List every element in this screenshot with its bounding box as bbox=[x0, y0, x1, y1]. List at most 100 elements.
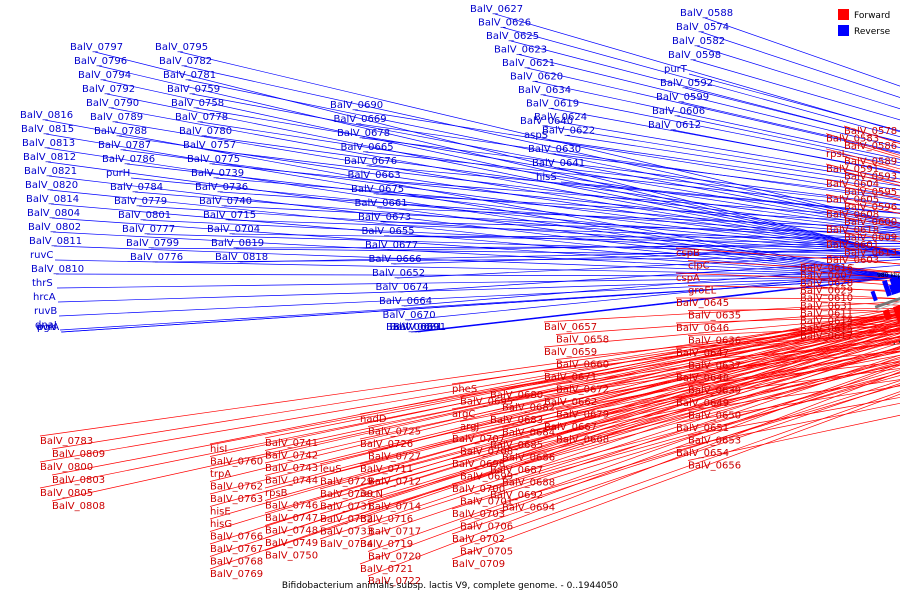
forward-gene-label[interactable]: BalV_0712 bbox=[368, 477, 421, 488]
forward-gene-label[interactable]: BalV_0586 bbox=[844, 141, 897, 152]
forward-gene-label[interactable]: BalV_0722 bbox=[368, 576, 421, 587]
reverse-gene-label[interactable]: BalV_0677 bbox=[365, 240, 418, 251]
reverse-gene-label[interactable]: BalV_0574 bbox=[676, 22, 729, 33]
forward-gene-label[interactable]: BalV_0746 bbox=[265, 501, 318, 512]
forward-gene-label[interactable]: BalV_0727 bbox=[368, 452, 421, 463]
forward-gene-label[interactable]: BalV_0766 bbox=[210, 532, 263, 543]
forward-gene-label[interactable]: BalV_0716 bbox=[360, 514, 413, 525]
reverse-gene-label[interactable]: pgk bbox=[37, 322, 56, 333]
forward-gene-label[interactable]: BalV_0654 bbox=[676, 448, 729, 459]
reverse-gene-label[interactable]: BalV_0810 bbox=[31, 264, 84, 275]
forward-gene-label[interactable]: BalV_0730 bbox=[320, 489, 373, 500]
reverse-gene-label[interactable]: hisS bbox=[536, 172, 557, 183]
reverse-gene-label[interactable]: dnaJ bbox=[35, 320, 57, 331]
forward-gene-label[interactable]: BalV_0648 bbox=[676, 373, 729, 384]
forward-gene-label[interactable]: leuS bbox=[320, 464, 342, 475]
forward-gene-label[interactable]: BalV_0809 bbox=[52, 449, 105, 460]
forward-gene-label[interactable]: BalV_0743 bbox=[265, 463, 318, 474]
forward-gene-label[interactable]: BalV_0733 bbox=[320, 527, 373, 538]
forward-gene-label[interactable]: BalV_0762 bbox=[210, 482, 263, 493]
reverse-gene-label[interactable]: BalV_0641 bbox=[532, 158, 585, 169]
forward-gene-label[interactable]: BalV_0651 bbox=[676, 423, 729, 434]
forward-gene-label[interactable]: BalV_0763 bbox=[210, 494, 263, 505]
forward-gene-label[interactable]: BalV_0719 bbox=[360, 539, 413, 550]
forward-gene-label[interactable]: BalV_0711 bbox=[360, 464, 413, 475]
forward-gene-label[interactable]: rpsL bbox=[826, 149, 848, 160]
reverse-gene-label[interactable]: BalV_0813 bbox=[22, 138, 75, 149]
reverse-gene-label[interactable]: BalV_0582 bbox=[672, 36, 725, 47]
reverse-gene-label[interactable]: BalV_0740 bbox=[199, 196, 252, 207]
reverse-gene-label[interactable]: BalV_0669 bbox=[334, 114, 387, 125]
forward-gene-label[interactable]: BalV_0721 bbox=[360, 564, 413, 575]
forward-gene-label[interactable]: BalV_0731 bbox=[320, 502, 373, 513]
forward-gene-label[interactable]: BalV_0583 bbox=[826, 134, 879, 145]
reverse-gene-label[interactable]: BalV_0816 bbox=[20, 110, 73, 121]
reverse-gene-label[interactable]: BalV_0689 bbox=[386, 322, 439, 333]
forward-gene-label[interactable]: BalV_0702 bbox=[452, 534, 505, 545]
forward-gene-label[interactable]: BalV_0604 bbox=[826, 179, 879, 190]
forward-gene-label[interactable]: BalV_0692 bbox=[490, 490, 543, 501]
reverse-gene-label[interactable]: BalV_0789 bbox=[90, 112, 143, 123]
forward-gene-label[interactable]: BalV_0747 bbox=[265, 513, 318, 524]
reverse-gene-label[interactable]: BalV_0678 bbox=[337, 128, 390, 139]
reverse-gene-label[interactable]: BalV_0626 bbox=[478, 18, 531, 29]
reverse-gene-label[interactable]: BalV_0795 bbox=[155, 42, 208, 53]
reverse-gene-label[interactable]: BalV_0815 bbox=[21, 124, 74, 135]
forward-gene-label[interactable]: BalV_0688 bbox=[502, 478, 555, 489]
reverse-gene-label[interactable]: BalV_0820 bbox=[25, 180, 78, 191]
reverse-gene-label[interactable]: BalV_0797 bbox=[70, 42, 123, 53]
forward-gene-label[interactable]: BalV_0725 bbox=[368, 427, 421, 438]
forward-gene-label[interactable]: hisE bbox=[210, 507, 231, 518]
forward-gene-label[interactable]: BalV_0684 bbox=[502, 428, 555, 439]
reverse-gene-label[interactable]: BalV_0691 bbox=[393, 322, 446, 333]
gene-labels[interactable]: BalV_0627 BalV_0626 BalV_0625 BalV_0623 BalV… bbox=[20, 4, 897, 587]
reverse-gene-label[interactable]: BalV_0681 bbox=[390, 322, 443, 333]
reverse-gene-label[interactable]: BalV_0606 bbox=[652, 106, 705, 117]
forward-gene-label[interactable]: BalV_0605 bbox=[826, 194, 879, 205]
reverse-gene-label[interactable]: BalV_0787 bbox=[98, 140, 151, 151]
reverse-gene-label[interactable]: BalV_0802 bbox=[28, 222, 81, 233]
reverse-gene-label[interactable]: BalV_0640 bbox=[520, 116, 573, 127]
forward-gene-label[interactable]: BalV_0744 bbox=[265, 476, 318, 487]
forward-gene-label[interactable]: BalV_0742 bbox=[265, 451, 318, 462]
reverse-gene-label[interactable]: BalV_0666 bbox=[369, 254, 422, 265]
forward-gene-label[interactable]: BalV_0717 bbox=[368, 527, 421, 538]
forward-gene-label[interactable]: BalV_0656 bbox=[688, 461, 741, 472]
forward-gene-label[interactable]: BalV_0709 bbox=[452, 559, 505, 570]
forward-gene-label[interactable]: BalV_0667 bbox=[544, 422, 597, 433]
reverse-gene-label[interactable]: BalV_0619 bbox=[526, 99, 579, 110]
forward-gene-label[interactable]: BalV_0601 bbox=[826, 240, 879, 251]
forward-gene-label[interactable]: BalV_0734 bbox=[320, 539, 373, 550]
reverse-gene-label[interactable]: BalV_0775 bbox=[187, 154, 240, 165]
forward-gene-label[interactable]: BalV_0749 bbox=[265, 538, 318, 549]
reverse-gene-label[interactable]: ruvC bbox=[30, 250, 53, 261]
forward-gene-label[interactable]: BalV_0683 bbox=[490, 415, 543, 426]
reverse-gene-label[interactable]: BalV_0627 bbox=[470, 4, 523, 15]
forward-gene-label[interactable]: BalV_0768 bbox=[210, 557, 263, 568]
reverse-gene-label[interactable]: BalV_0670 bbox=[383, 310, 436, 321]
forward-gene-label[interactable]: BalV_0685 bbox=[490, 440, 543, 451]
forward-gene-label[interactable]: BalV_0658 bbox=[556, 335, 609, 346]
forward-gene-label[interactable]: BalV_0608 bbox=[826, 210, 879, 221]
forward-gene-label[interactable]: BalV_0698 bbox=[452, 459, 505, 470]
forward-gene-label[interactable]: BalV_0578 bbox=[844, 126, 897, 137]
reverse-gene-label[interactable]: BalV_0612 bbox=[648, 120, 701, 131]
forward-gene-label[interactable]: BalV_0639 bbox=[688, 386, 741, 397]
forward-gene-label[interactable]: BalV_0729 bbox=[320, 477, 373, 488]
reverse-gene-label[interactable]: purT bbox=[664, 64, 688, 75]
forward-gene-label[interactable]: hisI bbox=[210, 444, 227, 455]
forward-gene-label[interactable]: nadD bbox=[360, 414, 387, 425]
forward-gene-label[interactable]: BalV_0589 bbox=[844, 156, 897, 167]
forward-gene-label[interactable]: BalV_0618 bbox=[826, 225, 879, 236]
forward-gene-label[interactable]: BalV_0720 bbox=[368, 552, 421, 563]
reverse-gene-label[interactable]: BalV_0792 bbox=[82, 84, 135, 95]
forward-gene-label[interactable]: BalV_0659 bbox=[544, 347, 597, 358]
forward-gene-label[interactable]: BalV_0660 bbox=[556, 360, 609, 371]
forward-gene-label[interactable]: BalV_0800 bbox=[40, 462, 93, 473]
reverse-gene-label[interactable]: BalV_0652 bbox=[372, 268, 425, 279]
forward-gene-label[interactable]: recN bbox=[360, 489, 383, 500]
reverse-gene-label[interactable]: BalV_0674 bbox=[376, 282, 429, 293]
reverse-gene-label[interactable]: BalV_0675 bbox=[351, 184, 404, 195]
forward-gene-label[interactable]: BalV_0593 bbox=[844, 172, 897, 183]
forward-gene-label[interactable]: BalV_0671 bbox=[544, 372, 597, 383]
